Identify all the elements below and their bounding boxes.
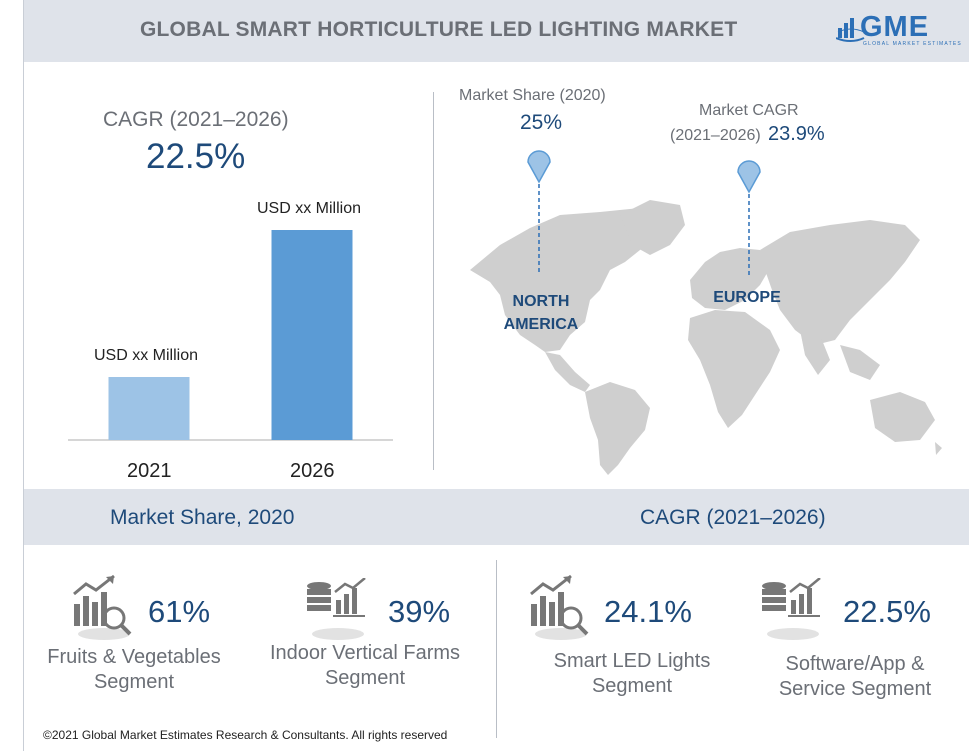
market-share-heading: Market Share, 2020 (110, 506, 295, 529)
region-line-1: NORTH (512, 293, 570, 310)
bar-data-label-2021: USD xx Million (94, 347, 199, 364)
cagr-title: CAGR (2021–2026) (103, 108, 289, 131)
stat-label-line-2: Segment (324, 667, 406, 689)
stat-label-line-2: Segment (591, 675, 673, 697)
stat-label-line-2: Service Segment (778, 678, 932, 700)
gme-logo: GME GLOBAL MARKET ESTIMATES (836, 11, 961, 50)
database-chart-icon (762, 578, 821, 640)
header-bar (24, 0, 969, 62)
copyright-footer: ©2021 Global Market Estimates Research &… (43, 728, 448, 742)
logo-text: GME (860, 11, 930, 43)
stat-value-smart-led: 24.1% (604, 594, 692, 629)
stat-label-line-1: Fruits & Vegetables (47, 646, 221, 668)
stat-label-line-1: Indoor Vertical Farms (269, 642, 461, 664)
chart-magnifier-icon (530, 574, 589, 640)
north-america-pin (527, 150, 551, 275)
x-tick-label-2021: 2021 (127, 460, 172, 482)
cagr-value: 22.5% (146, 137, 246, 176)
region-line-2: AMERICA (503, 316, 579, 333)
region-north-america: NORTH AMERICA (496, 290, 586, 336)
stat-label-smart-led: Smart LED Lights Segment (532, 649, 732, 699)
na-pin-label: Market Share (2020) (459, 87, 606, 104)
stat-label-line-2: Segment (93, 671, 175, 693)
region-europe: EUROPE (713, 289, 781, 306)
eu-pin-label: Market CAGR (699, 102, 799, 119)
infographic-frame (23, 0, 969, 751)
stat-label-fruits: Fruits & Vegetables Segment (34, 645, 234, 695)
vertical-divider (433, 92, 434, 470)
europe-pin (737, 160, 761, 275)
chart-magnifier-icon (73, 574, 132, 640)
globe-logo-icon (836, 18, 865, 42)
stat-value-fruits: 61% (148, 594, 211, 629)
stat-value-vertical-farms: 39% (388, 594, 451, 629)
stat-value-software: 22.5% (843, 594, 931, 629)
bottom-divider (496, 560, 497, 738)
logo-subtext: GLOBAL MARKET ESTIMATES (863, 41, 962, 47)
cagr-heading: CAGR (2021–2026) (640, 506, 826, 529)
stat-label-line-1: Smart LED Lights (553, 650, 711, 672)
database-chart-icon (307, 578, 366, 640)
x-tick-label-2026: 2026 (290, 460, 335, 482)
eu-pin-label-years: (2021–2026) (670, 127, 761, 144)
stat-label-vertical-farms: Indoor Vertical Farms Segment (250, 641, 480, 691)
bar-data-label-2026: USD xx Million (257, 200, 362, 217)
eu-pin-value: 23.9% (768, 123, 825, 145)
stat-label-software: Software/App & Service Segment (755, 652, 955, 702)
page-title: GLOBAL SMART HORTICULTURE LED LIGHTING M… (140, 18, 738, 41)
stat-label-line-1: Software/App & (785, 653, 925, 675)
section-band (24, 489, 969, 545)
na-pin-value: 25% (520, 111, 563, 134)
